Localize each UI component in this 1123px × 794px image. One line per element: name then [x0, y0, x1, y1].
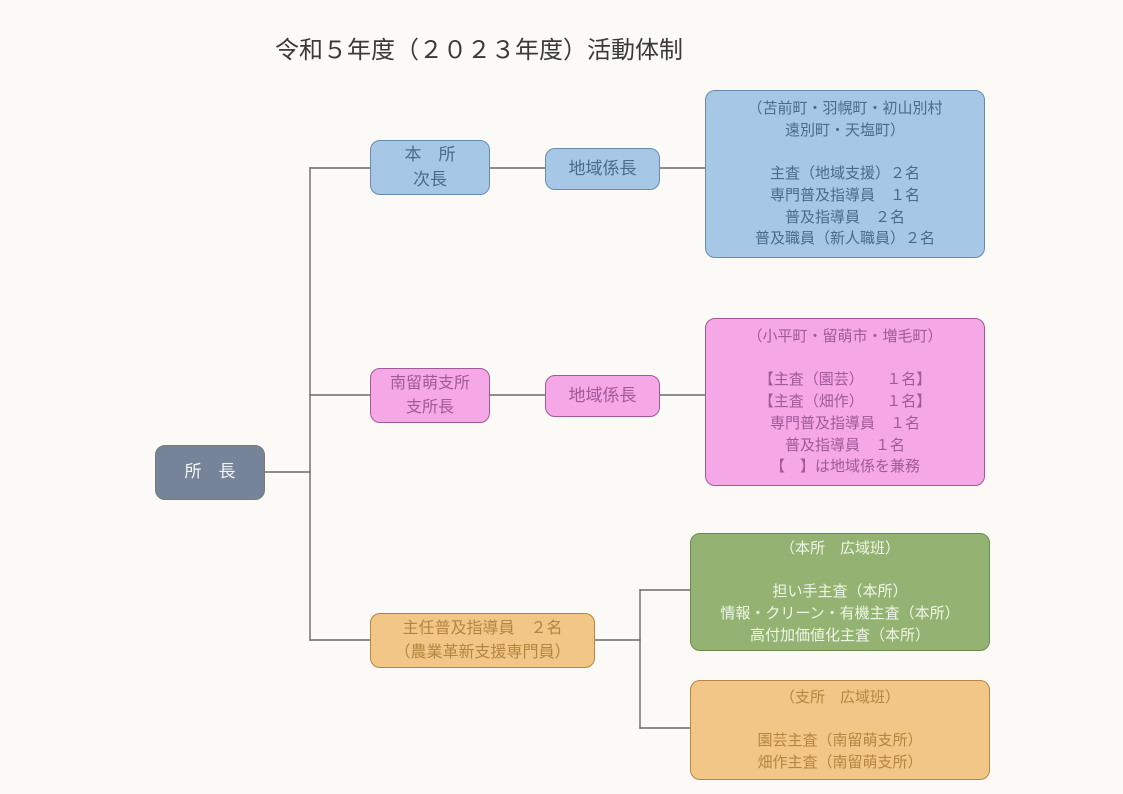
- node-minami: 南留萌支所 支所長: [370, 368, 490, 423]
- node-minami_chief: 地域係長: [545, 375, 660, 417]
- node-root: 所 長: [155, 445, 265, 500]
- node-kouiki_green: （本所 広域班） 担い手主査（本所） 情報・クリーン・有機主査（本所） 高付加価…: [690, 533, 990, 651]
- page-title: 令和５年度（２０２３年度）活動体制: [275, 30, 683, 65]
- node-honsho: 本 所 次長: [370, 140, 490, 195]
- node-honsho_detail: （苫前町・羽幌町・初山別村 遠別町・天塩町） 主査（地域支援）２名 専門普及指導…: [705, 90, 985, 258]
- node-kouiki_orange: （支所 広域班） 園芸主査（南留萌支所） 畑作主査（南留萌支所）: [690, 680, 990, 780]
- node-honsho_chief: 地域係長: [545, 148, 660, 190]
- node-minami_detail: （小平町・留萌市・増毛町） 【主査（園芸） １名】 【主査（畑作） １名】 専門…: [705, 318, 985, 486]
- node-senior: 主任普及指導員 ２名 （農業革新支援専門員）: [370, 613, 595, 668]
- org-chart-canvas: 令和５年度（２０２３年度）活動体制 所 長本 所 次長地域係長（苫前町・羽幌町・…: [0, 0, 1123, 794]
